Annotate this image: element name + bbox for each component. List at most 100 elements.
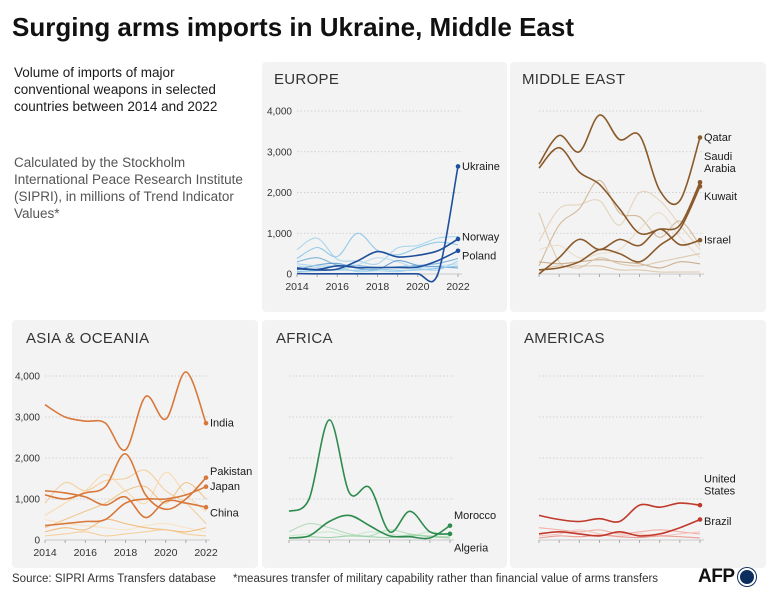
panel-title: MIDDLE EAST	[522, 71, 626, 88]
x-tick-label: 2016	[326, 281, 350, 293]
series-line-japan	[44, 485, 207, 527]
series-label: Norway	[462, 231, 500, 243]
y-tick-label: 3,000	[15, 413, 40, 424]
x-tick-label: 2020	[406, 281, 430, 293]
series-line	[44, 482, 207, 529]
series-line	[44, 469, 207, 524]
panel-africa: AFRICA	[262, 320, 507, 568]
series-label: India	[210, 418, 235, 430]
series-line	[296, 235, 459, 265]
x-tick-label: 2020	[154, 547, 178, 559]
series-line-ukraine	[296, 166, 459, 283]
y-tick-label: 2,000	[267, 188, 292, 199]
panel-title: ASIA & OCEANIA	[26, 330, 150, 347]
series-line	[288, 534, 451, 539]
series-label: Poland	[462, 250, 496, 262]
y-tick-label: 0	[286, 270, 292, 281]
series-end-dot	[697, 135, 703, 140]
methodology-note: Calculated by the Stockholm Internationa…	[14, 155, 243, 221]
x-tick-label: 2018	[114, 547, 138, 559]
series-end-dot	[447, 523, 453, 528]
series-line	[538, 534, 701, 539]
series-end-dot	[203, 475, 209, 480]
series-line-united-states	[538, 502, 701, 523]
y-tick-label: 3,000	[267, 147, 292, 158]
series-end-dot	[697, 180, 703, 185]
series-line	[44, 518, 207, 533]
series-end-dot	[203, 420, 209, 426]
series-line	[538, 190, 701, 250]
series-line-pakistan	[44, 453, 207, 511]
panel-asia-oceania: ASIA & OCEANIA	[12, 320, 258, 568]
series-line	[538, 527, 701, 535]
source-note: Source: SIPRI Arms Transfers database	[12, 573, 216, 585]
panel-title: AFRICA	[276, 330, 333, 347]
series-end-dot	[447, 531, 453, 537]
series-label: Brazil	[704, 516, 732, 528]
series-line-saudi-arabia	[538, 146, 701, 236]
series-end-dot	[697, 502, 703, 508]
panel-europe: EUROPE	[262, 62, 507, 312]
series-label: Saudi	[704, 151, 732, 163]
series-end-dot	[697, 237, 703, 243]
series-line-morocco	[288, 514, 451, 540]
series-line	[296, 260, 459, 273]
series-line-norway	[296, 238, 459, 271]
series-end-dot	[455, 164, 461, 169]
x-tick-label: 2014	[285, 281, 309, 293]
series-end-dot	[203, 504, 209, 510]
panel-americas: AMERICAS	[510, 320, 766, 568]
series-line-algeria	[288, 419, 451, 535]
x-tick-label: 2022	[446, 281, 470, 293]
series-label: United	[704, 474, 736, 486]
series-label: Qatar	[704, 132, 732, 144]
afp-logo: AFP	[698, 566, 756, 588]
series-end-dot	[455, 236, 461, 242]
x-tick-label: 2022	[194, 547, 218, 559]
series-line-india	[44, 371, 207, 451]
y-tick-label: 1,000	[267, 229, 292, 240]
series-end-dot	[455, 248, 461, 254]
series-line	[538, 179, 701, 267]
series-label: Kuwait	[704, 191, 737, 203]
series-line-poland	[296, 250, 459, 271]
chart-3: Algeria Morocco	[288, 375, 496, 554]
series-end-dot	[697, 184, 703, 189]
series-line	[538, 259, 701, 269]
panel-title: EUROPE	[274, 71, 340, 88]
globe-icon	[737, 568, 756, 586]
series-end-dot	[697, 517, 703, 522]
series-label: Japan	[210, 481, 240, 493]
series-line-israel	[538, 228, 701, 275]
x-tick-label: 2016	[74, 547, 98, 559]
panel-title: AMERICAS	[524, 330, 605, 347]
series-line	[296, 232, 459, 259]
series-label: China	[210, 508, 240, 520]
y-tick-label: 2,000	[15, 454, 40, 465]
y-tick-label: 1,000	[15, 495, 40, 506]
y-tick-label: 0	[34, 536, 40, 547]
series-label: Israel	[704, 235, 731, 247]
series-line	[288, 522, 451, 538]
series-end-dot	[203, 484, 209, 490]
footnote: *measures transfer of military capabilit…	[233, 573, 659, 585]
x-tick-label: 2014	[33, 547, 57, 559]
series-label: States	[704, 486, 736, 498]
series-line-kuwait	[538, 186, 701, 271]
series-line	[44, 518, 207, 533]
series-line	[44, 529, 207, 537]
page-title: Surging arms imports in Ukraine, Middle …	[12, 12, 575, 42]
y-tick-label: 4,000	[267, 107, 292, 118]
series-label: Pakistan	[210, 466, 252, 478]
series-line-brazil	[538, 518, 701, 537]
series-label: Arabia	[704, 163, 737, 175]
chart-subtitle: Volume of imports of major conventional …	[14, 65, 218, 114]
series-label: Ukraine	[462, 161, 500, 173]
series-line-qatar	[538, 114, 701, 206]
series-line-china	[44, 490, 207, 519]
